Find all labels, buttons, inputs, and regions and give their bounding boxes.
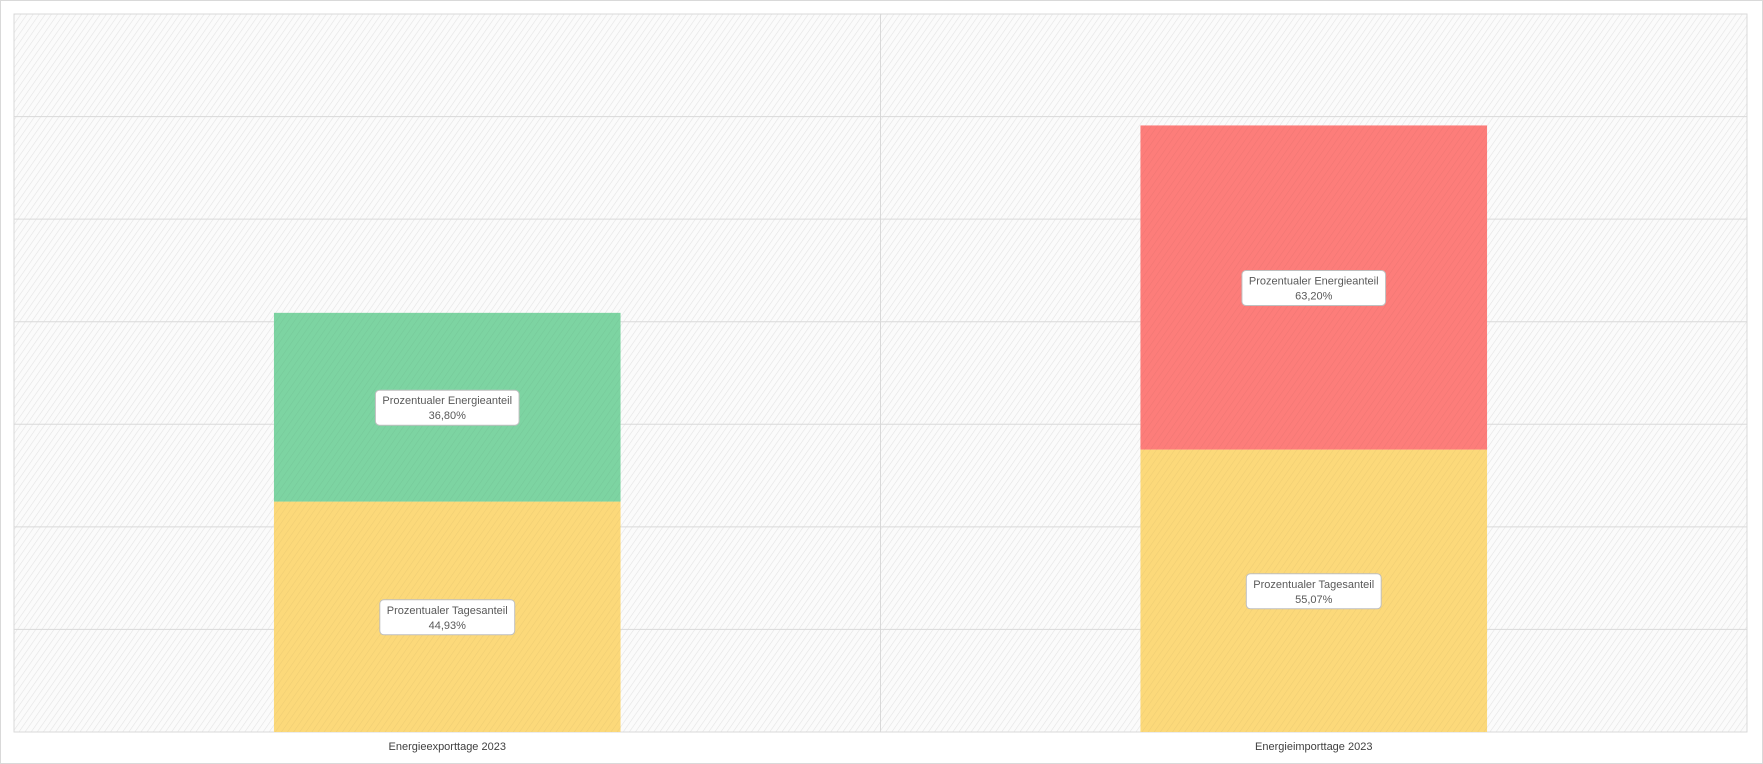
data-label-prozentualer-energieanteil-1: Prozentualer Energieanteil 36,80% (374, 389, 520, 426)
category-label-1: Energieexporttage 2023 (389, 741, 506, 753)
category-axis: Energieexporttage 2023 Energieimporttage … (389, 741, 1373, 753)
data-label-value: 55,07% (1295, 594, 1333, 606)
data-label-value: 36,80% (429, 410, 467, 422)
data-label-series-name: Prozentualer Tagesanteil (1253, 579, 1374, 591)
data-label-series-name: Prozentualer Energieanteil (1249, 276, 1379, 288)
data-label-prozentualer-energieanteil-2: Prozentualer Energieanteil 63,20% (1241, 270, 1387, 307)
data-label-prozentualer-tagesanteil-1: Prozentualer Tagesanteil 44,93% (379, 599, 516, 636)
data-label-prozentualer-tagesanteil-2: Prozentualer Tagesanteil 55,07% (1245, 573, 1382, 610)
data-label-box (1245, 573, 1382, 610)
data-label-series-name: Prozentualer Energieanteil (382, 395, 512, 407)
data-label-box (379, 599, 516, 636)
data-labels: Prozentualer Tagesanteil44,93%Prozentual… (374, 270, 1387, 636)
data-label-box (1241, 270, 1387, 307)
data-label-series-name: Prozentualer Tagesanteil (387, 605, 508, 617)
category-label-2: Energieimporttage 2023 (1255, 741, 1372, 753)
data-label-value: 63,20% (1295, 291, 1333, 303)
data-label-box (374, 389, 520, 426)
data-label-value: 44,93% (429, 620, 467, 632)
